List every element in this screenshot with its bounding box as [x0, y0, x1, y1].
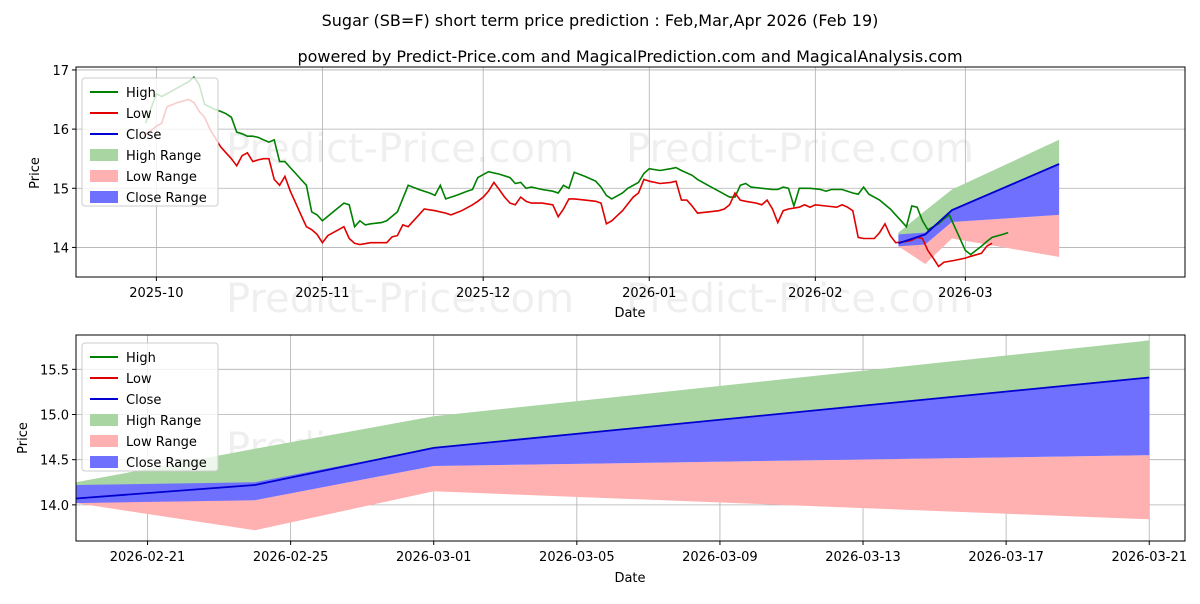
top-x-tick-label-2: 2025-12: [456, 286, 510, 301]
bottom-legend-swatch-4: [90, 435, 118, 447]
top-legend-swatch-5: [90, 191, 118, 203]
top-watermark-2: Predict-Price.com: [626, 126, 974, 172]
top-watermark-3: Predict-Price.com: [226, 276, 574, 322]
top-watermark-4: Predict-Price.com: [626, 276, 974, 322]
bottom-x-tick-label-6: 2026-03-17: [968, 550, 1044, 565]
top-panel: Predict-Price.com Predict-Price.com Pred…: [28, 64, 1186, 322]
bottom-close-range-band: [76, 377, 1150, 504]
top-grid: [76, 67, 1185, 277]
top-watermark-1: Predict-Price.com: [226, 126, 574, 172]
top-x-tick-label-1: 2025-11: [295, 286, 349, 301]
top-y-tick-label-2: 16: [52, 123, 69, 138]
top-legend-label-5: Close Range: [126, 191, 207, 206]
top-x-axis-label: Date: [614, 306, 645, 321]
top-legend: High Low Close High Range Low Range Close Ran…: [81, 77, 219, 207]
bottom-y-ticks: 14.0 14.5 15.0 15.5: [40, 363, 76, 514]
bottom-x-tick-label-0: 2026-02-21: [110, 550, 186, 565]
top-close-range-band: [898, 164, 1060, 247]
top-y-tick-label-3: 17: [52, 64, 69, 79]
top-legend-label-3: High Range: [126, 149, 201, 164]
top-high-range-band: [898, 139, 1060, 244]
bottom-legend-label-3: High Range: [126, 414, 201, 429]
top-legend-swatch-3: [90, 149, 118, 161]
bottom-plot-area: [75, 340, 1150, 531]
top-close-forecast-line: [898, 163, 1060, 245]
bottom-y-tick-label-3: 15.5: [40, 363, 69, 378]
bottom-x-axis-label: Date: [614, 571, 645, 586]
top-low-line: [145, 98, 993, 268]
chart-subtitle: powered by Predict-Price.com and Magical…: [297, 47, 962, 66]
top-legend-label-2: Close: [126, 128, 161, 143]
top-plot-area: [144, 75, 1060, 268]
bottom-panel: Predict-Price.com Predict-Price.com 2026…: [16, 334, 1187, 586]
top-legend-label-4: Low Range: [126, 170, 197, 185]
bottom-axes-frame: [75, 334, 1186, 542]
bottom-x-ticks: 2026-02-21 2026-02-25 2026-03-01 2026-03-05…: [110, 541, 1187, 565]
bottom-y-tick-label-1: 14.5: [40, 454, 69, 469]
top-low-range-band: [898, 214, 1060, 264]
bottom-y-tick-label-2: 15.0: [40, 409, 69, 424]
bottom-y-axis-label: Price: [16, 422, 31, 454]
bottom-legend-swatch-3: [90, 414, 118, 426]
top-x-tick-label-4: 2026-02: [788, 286, 842, 301]
bottom-x-tick-label-2: 2026-03-01: [396, 550, 472, 565]
bottom-legend: High Low Close High Range Low Range Close Ran…: [81, 342, 219, 472]
bottom-legend-label-0: High: [126, 351, 156, 366]
top-y-tick-label-0: 14: [52, 241, 69, 256]
top-y-tick-label-1: 15: [52, 182, 69, 197]
bottom-high-range-band: [76, 340, 1150, 499]
top-legend-label-0: High: [126, 86, 156, 101]
top-legend-label-1: Low: [126, 107, 152, 122]
bottom-low-range-band: [76, 455, 1150, 531]
bottom-x-tick-label-1: 2026-02-25: [253, 550, 329, 565]
bottom-y-tick-label-0: 14.0: [40, 499, 69, 514]
bottom-close-line: [75, 376, 1150, 500]
top-y-ticks: 14 15 16 17: [52, 64, 76, 256]
bottom-legend-label-1: Low: [126, 372, 152, 387]
top-x-tick-label-3: 2026-01: [622, 286, 676, 301]
top-x-tick-label-0: 2025-10: [129, 286, 183, 301]
bottom-x-tick-label-4: 2026-03-09: [682, 550, 758, 565]
top-y-axis-label: Price: [28, 157, 43, 189]
bottom-x-tick-label-3: 2026-03-05: [539, 550, 615, 565]
bottom-legend-swatch-5: [90, 456, 118, 468]
chart-title: Sugar (SB=F) short term price prediction…: [322, 11, 879, 30]
bottom-legend-label-4: Low Range: [126, 435, 197, 450]
top-x-ticks: 2025-10 2025-11 2025-12 2026-01 2026-02 2026-…: [129, 277, 993, 301]
bottom-x-tick-label-5: 2026-03-13: [825, 550, 901, 565]
bottom-x-tick-label-7: 2026-03-21: [1111, 550, 1187, 565]
top-high-line: [144, 75, 1009, 256]
bottom-legend-label-5: Close Range: [126, 456, 207, 471]
top-legend-swatch-4: [90, 170, 118, 182]
top-axes-frame: [75, 66, 1186, 278]
top-x-tick-label-5: 2026-03: [938, 286, 992, 301]
bottom-legend-label-2: Close: [126, 393, 161, 408]
